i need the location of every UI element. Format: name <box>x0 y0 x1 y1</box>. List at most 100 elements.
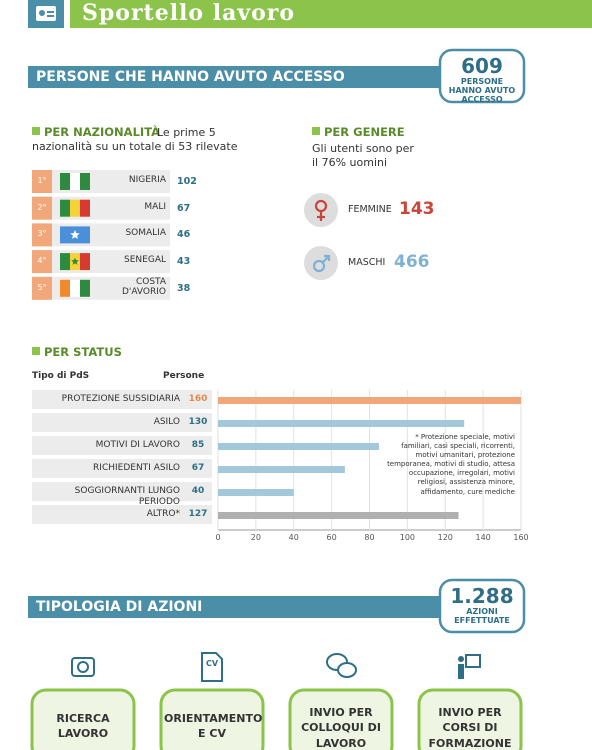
value-label: 40 <box>191 486 205 496</box>
country-count: 38 <box>177 282 191 294</box>
section-title: PERSONE CHE HANNO AVUTO ACCESSO <box>36 69 345 85</box>
male-symbol <box>322 254 331 263</box>
header-icon-dot <box>39 10 45 16</box>
header-icon-line <box>47 11 54 13</box>
action-label: INVIO PER COLLOQUI DI LAVORO <box>301 706 381 750</box>
x-tick-label: 100 <box>399 533 416 542</box>
value-label: 85 <box>191 440 205 450</box>
value-axis-label: Persone <box>163 371 205 381</box>
section-title: TIPOLOGIA DI AZIONI <box>36 599 203 615</box>
flag-stripe <box>70 279 80 297</box>
flag-stripe <box>80 173 90 190</box>
icon-person <box>458 656 464 662</box>
total-label: PERSONE HANNO AVUTO ACCESSO <box>448 77 516 104</box>
country-count: 67 <box>177 202 191 214</box>
category-label: MOTIVI DI LAVORO <box>95 440 180 450</box>
bar <box>218 489 294 496</box>
x-tick-label: 20 <box>250 533 261 542</box>
x-tick-label: 40 <box>288 533 299 542</box>
section-banner <box>28 596 448 618</box>
category-bg <box>32 505 212 524</box>
x-tick-label: 160 <box>513 533 529 542</box>
gender-note: Gli utenti sono per il 76% uomini <box>312 142 414 169</box>
total-value: 609 <box>461 54 503 78</box>
nationality-note: Le prime 5 nazionalità su un totale di 5… <box>32 126 238 153</box>
flag-stripe <box>80 253 90 271</box>
action-box <box>288 688 394 750</box>
bar <box>218 466 345 473</box>
rank-box <box>32 196 52 220</box>
flag-stripe <box>60 226 70 244</box>
flag-stripe <box>80 226 90 244</box>
annotation: * Protezione speciale, motivi familiari,… <box>387 433 515 496</box>
icon-doc <box>201 652 223 682</box>
flag-stripe <box>80 279 90 297</box>
rank-box <box>32 276 52 300</box>
rank: 3° <box>37 229 47 239</box>
country: SOMALIA <box>125 228 166 239</box>
bar <box>218 397 521 404</box>
gender-count: 466 <box>394 252 430 272</box>
rank: 2° <box>37 202 47 212</box>
action-label: RICERCA LAVORO <box>56 712 110 741</box>
category-label: ASILO <box>153 417 180 427</box>
male-symbol <box>312 259 326 273</box>
category-bg <box>32 436 212 455</box>
section-heading: PER STATUS <box>44 345 122 359</box>
value-label: 67 <box>191 463 205 473</box>
action-box <box>30 688 136 750</box>
action-label: INVIO PER CORSI DI FORMAZIONE <box>428 706 512 750</box>
category-label: RICHIEDENTI ASILO <box>93 463 180 473</box>
bar <box>218 512 459 519</box>
x-tick-label: 60 <box>326 533 337 542</box>
country: NIGERIA <box>128 175 166 185</box>
total-badge <box>438 48 526 104</box>
action-box <box>159 688 265 750</box>
header-bar <box>70 0 592 28</box>
rank-box <box>32 223 52 247</box>
flag-stripe <box>60 253 70 271</box>
section-heading: PER GENERE <box>324 125 405 139</box>
flag-star <box>70 229 80 239</box>
country: COSTA D'AVORIO <box>121 276 166 297</box>
category-bg <box>32 482 212 501</box>
heading-marker <box>312 127 320 135</box>
icon-bubble <box>337 662 357 678</box>
heading-marker <box>32 347 40 355</box>
category-bg <box>32 459 212 478</box>
icon-board <box>465 654 481 668</box>
category-bg <box>32 413 212 432</box>
gender-count: 143 <box>399 199 435 219</box>
rank: 4° <box>37 256 47 266</box>
rank: 1° <box>37 176 47 185</box>
action-label: ORIENTAMENTO E CV <box>164 712 263 741</box>
female-symbol <box>317 211 325 221</box>
x-tick-label: 140 <box>475 533 491 542</box>
total-value: 1.288 <box>450 584 514 608</box>
gender-icon-bg <box>304 246 338 280</box>
section-banner <box>28 66 448 88</box>
value-label: 130 <box>188 417 208 427</box>
x-tick-label: 120 <box>437 533 453 542</box>
category-bg <box>32 390 212 409</box>
action-box <box>417 688 523 750</box>
category-label: ALTRO* <box>146 509 180 519</box>
rank-box <box>32 250 52 274</box>
section-heading: PER NAZIONALITÀ <box>44 125 161 139</box>
heading-marker <box>32 127 40 135</box>
country: MALI <box>144 201 166 212</box>
bar <box>218 420 465 427</box>
rank-box <box>32 170 52 193</box>
country-count: 46 <box>177 229 191 241</box>
flag-stripe <box>60 279 70 297</box>
flag-stripe <box>60 173 70 190</box>
icon-bag <box>71 657 95 677</box>
flag-stripe <box>60 199 70 217</box>
header-title: Sportello lavoro <box>82 0 296 26</box>
value-label: 127 <box>188 509 208 519</box>
icon-person <box>458 664 464 679</box>
flag-stripe <box>70 199 80 217</box>
category-axis-label: Tipo di PdS <box>32 371 90 381</box>
